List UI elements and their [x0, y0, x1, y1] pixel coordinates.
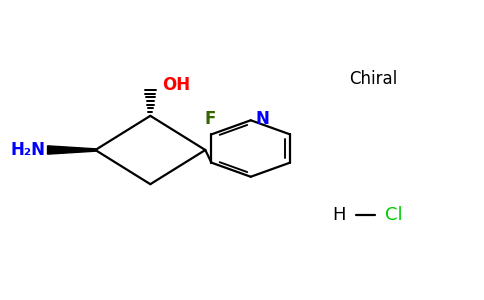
Text: H: H	[333, 206, 346, 224]
Text: Cl: Cl	[385, 206, 402, 224]
Text: N: N	[256, 110, 270, 128]
Polygon shape	[47, 146, 95, 154]
Text: H₂N: H₂N	[10, 141, 45, 159]
Text: Chiral: Chiral	[349, 70, 397, 88]
Text: F: F	[204, 110, 216, 128]
Text: OH: OH	[162, 76, 190, 94]
